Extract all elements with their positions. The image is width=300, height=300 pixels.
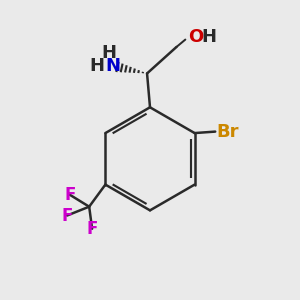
Text: F: F bbox=[86, 220, 98, 238]
Text: F: F bbox=[64, 186, 76, 204]
Text: F: F bbox=[61, 206, 73, 224]
Text: H: H bbox=[89, 57, 104, 75]
Text: Br: Br bbox=[217, 123, 239, 141]
Text: H: H bbox=[101, 44, 116, 62]
Text: O: O bbox=[188, 28, 203, 46]
Text: N: N bbox=[106, 57, 121, 75]
Text: H: H bbox=[202, 28, 217, 46]
